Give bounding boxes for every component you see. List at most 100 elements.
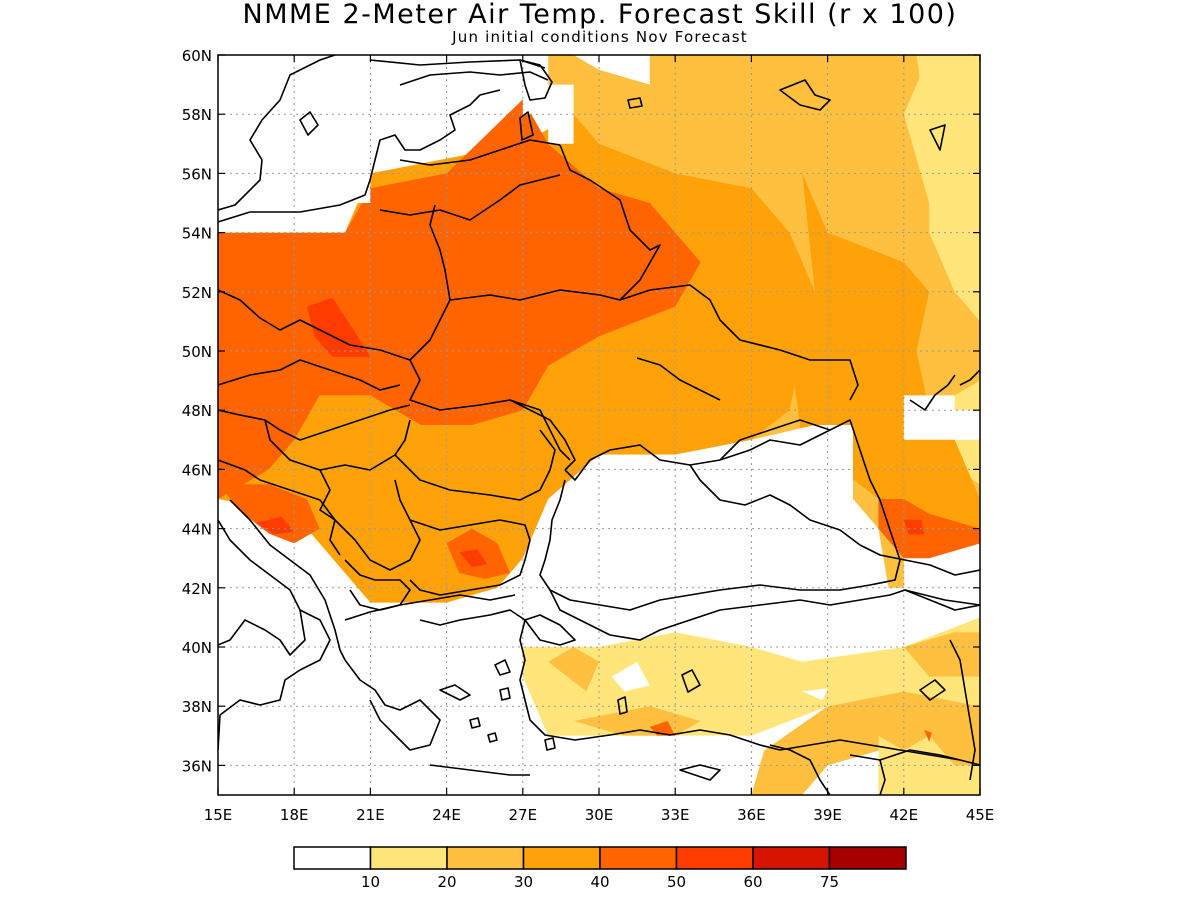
- lat-lon-grid: [218, 55, 980, 795]
- lat-tick-label: 42N: [182, 580, 212, 598]
- shade-c5-balkan: [256, 516, 295, 535]
- river-don: [636, 357, 721, 401]
- colorbar-swatch: [522, 846, 601, 870]
- border-iran: [949, 639, 976, 781]
- mask-black-sea: [543, 425, 892, 618]
- border-macedonia: [344, 559, 411, 611]
- border-bulgaria: [409, 519, 531, 596]
- colorbar-swatch: [446, 846, 525, 870]
- coast-dalmatia: [229, 499, 346, 661]
- coast-sea-marmara: [524, 614, 576, 646]
- river-east: [959, 369, 980, 386]
- island-rhodes: [544, 737, 556, 751]
- colorbar-label: 50: [667, 873, 686, 891]
- colorbar-swatch: [675, 846, 754, 870]
- lat-tick-label: 38N: [182, 698, 212, 716]
- coast-sweden: [218, 55, 336, 211]
- colorbar-swatch: [369, 846, 448, 870]
- lon-tick-label: 24E: [432, 806, 461, 824]
- colorbar-label: 60: [743, 873, 762, 891]
- border-romania: [394, 429, 556, 501]
- shade-c1-turkey: [522, 617, 980, 736]
- colorbar-label: 10: [361, 873, 380, 891]
- lake-van: [919, 679, 946, 701]
- map-subtitle: Jun initial conditions Nov Forecast: [452, 28, 748, 46]
- axis-ticks: 15E 18E 21E 24E 27E 30E 33E 36E 39E 42E 45E 36N 38N 4…: [182, 47, 995, 824]
- lon-tick-label: 45E: [966, 806, 995, 824]
- lon-tick-label: 15E: [204, 806, 233, 824]
- border-czech-slovakia: [218, 359, 401, 391]
- river-volga: [909, 374, 956, 411]
- colorbar-label: 40: [590, 873, 609, 891]
- border-serbia: [319, 469, 421, 571]
- border-belarus-russia: [449, 144, 661, 301]
- colorbar-label: 30: [514, 873, 533, 891]
- border-austria-hungary: [218, 404, 411, 441]
- colorbar: 10 20 30 40 50 60 75: [293, 846, 907, 891]
- island-crete: [429, 764, 530, 776]
- mask-gulf-finland: [573, 55, 650, 85]
- shade-c2-turkey-spots: [548, 647, 599, 692]
- colorbar-swatch: [828, 846, 907, 870]
- border-syria-iraq: [849, 749, 961, 761]
- lake-rybinsk: [779, 79, 831, 111]
- lat-tick-label: 60N: [182, 47, 212, 65]
- shade-c5-bulgaria: [459, 549, 488, 568]
- island-evia: [439, 684, 471, 701]
- coast-turkey-north: [549, 589, 980, 641]
- border-ukraine-south: [409, 359, 571, 461]
- coast-turkey-west: [519, 619, 781, 751]
- coast-aegean-north: [419, 609, 526, 626]
- island-cyprus: [679, 764, 721, 781]
- border-poland-east: [409, 204, 451, 361]
- map-title: NMME 2-Meter Air Temp. Forecast Skill (r…: [242, 0, 958, 30]
- lon-tick-label: 33E: [661, 806, 690, 824]
- coast-estonia: [399, 71, 549, 86]
- coast-crimea: [689, 464, 861, 546]
- border-poland-west: [218, 289, 411, 361]
- lat-tick-label: 44N: [182, 521, 212, 539]
- lat-tick-label: 56N: [182, 165, 212, 183]
- mask-turkey-gap-3: [802, 688, 828, 701]
- lat-tick-label: 58N: [182, 106, 212, 124]
- shade-c5-poland: [306, 297, 371, 357]
- lake-tuz: [681, 669, 701, 693]
- border-georgia: [904, 589, 980, 611]
- mask-med-south: [522, 735, 752, 795]
- coast-levant: [769, 744, 831, 795]
- lon-tick-label: 36E: [737, 806, 766, 824]
- border-caucasus: [859, 544, 980, 576]
- lake-small-1: [627, 97, 643, 109]
- lon-tick-label: 30E: [585, 806, 614, 824]
- shade-c1-ne-gap: [903, 55, 980, 203]
- lat-tick-label: 52N: [182, 284, 212, 302]
- lat-tick-label: 46N: [182, 461, 212, 479]
- border-lithuania: [379, 174, 561, 221]
- lake-beysehir: [617, 696, 628, 715]
- lat-tick-label: 50N: [182, 343, 212, 361]
- colorbar-label: 20: [437, 873, 456, 891]
- lake-small-2: [929, 124, 946, 151]
- coast-baltic-south: [218, 89, 501, 223]
- skill-shading: [218, 55, 980, 795]
- border-syria: [879, 759, 886, 795]
- colorbar-swatch: [752, 846, 831, 870]
- lon-tick-label: 42E: [890, 806, 919, 824]
- mask-adriatic: [218, 499, 396, 795]
- border-moldova: [509, 399, 576, 471]
- lake-peipus: [519, 111, 534, 141]
- lat-tick-label: 54N: [182, 225, 212, 243]
- lat-tick-label: 48N: [182, 402, 212, 420]
- lat-tick-label: 36N: [182, 757, 212, 775]
- mask-volga-gap: [903, 395, 955, 440]
- border-ukraine-russia: [619, 284, 859, 401]
- shade-c4-syria-spot: [924, 729, 932, 742]
- coastlines-borders: [218, 55, 980, 795]
- island-gotland: [299, 111, 319, 136]
- border-greece-north: [344, 594, 516, 621]
- coast-azov: [719, 419, 831, 461]
- colorbar-swatch: [293, 846, 372, 870]
- border-latvia: [399, 139, 561, 166]
- lat-tick-label: 40N: [182, 639, 212, 657]
- island-lesbos: [494, 659, 511, 676]
